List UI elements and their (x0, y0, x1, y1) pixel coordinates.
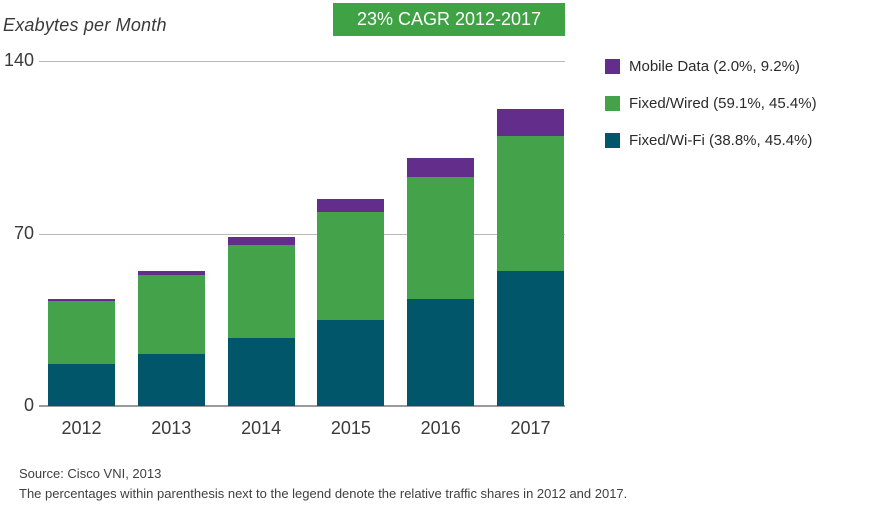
x-tick-label-2013: 2013 (151, 418, 192, 438)
legend-label: Fixed/Wi-Fi (38.8%, 45.4%) (629, 131, 813, 149)
bar-segment-2015-fixed-wi-fi (317, 320, 385, 406)
gridline-70 (39, 233, 565, 235)
y-tick-label-0: 0 (23, 395, 34, 415)
legend-item-0: Mobile Data (2.0%, 9.2%) (605, 57, 817, 75)
legend-item-2: Fixed/Wi-Fi (38.8%, 45.4%) (605, 131, 817, 149)
x-tick-label-2017: 2017 (510, 418, 551, 438)
legend-label: Mobile Data (2.0%, 9.2%) (629, 57, 800, 75)
bar-segment-2015-fixed-wired (317, 212, 385, 320)
x-tick-label-2015: 2015 (330, 418, 371, 438)
bar-segment-2014-mobile-data (227, 237, 295, 245)
bar-segment-2013-mobile-data (137, 271, 205, 275)
bar-segment-2016-mobile-data (407, 158, 475, 177)
bar-segment-2012-mobile-data (48, 299, 115, 301)
bar-segment-2016-fixed-wi-fi (407, 299, 475, 406)
bar-segment-2014-fixed-wired (227, 245, 295, 338)
x-axis-line (39, 405, 565, 407)
y-tick-label-70: 70 (13, 222, 34, 243)
bar-segment-2012-fixed-wired (48, 301, 115, 364)
legend-label: Fixed/Wired (59.1%, 45.4%) (629, 94, 817, 112)
bar-segment-2017-fixed-wi-fi (497, 271, 564, 406)
legend-swatch-icon (605, 132, 620, 148)
bar-segment-2014-fixed-wi-fi (227, 338, 295, 406)
gridline-140 (39, 61, 565, 62)
x-tick-label-2016: 2016 (420, 418, 461, 438)
legend-swatch-icon (605, 95, 620, 111)
legend-note: The percentages within parenthesis next … (19, 486, 628, 501)
bar-segment-2016-fixed-wired (407, 177, 475, 299)
source-note: Source: Cisco VNI, 2013 (19, 466, 162, 481)
cagr-banner: 23% CAGR 2012-2017 (333, 3, 565, 36)
x-tick-label-2012: 2012 (61, 418, 102, 438)
y-tick-label-140: 140 (3, 50, 34, 70)
chart-title: Exabytes per Month (3, 15, 167, 35)
legend-item-1: Fixed/Wired (59.1%, 45.4%) (605, 94, 817, 112)
bar-segment-2017-mobile-data (497, 109, 564, 136)
plot-area: 0 70 140 2012 2013 2014 2015 2016 2017 (3, 50, 565, 438)
bar-segment-2013-fixed-wired (137, 275, 205, 354)
x-tick-label-2014: 2014 (241, 418, 282, 438)
bar-segment-2015-mobile-data (317, 199, 385, 212)
legend: Mobile Data (2.0%, 9.2%) Fixed/Wired (59.… (605, 58, 817, 169)
bar-segment-2012-fixed-wi-fi (48, 364, 115, 406)
bar-segment-2013-fixed-wi-fi (137, 354, 205, 406)
legend-swatch-icon (605, 58, 620, 74)
bar-segment-2017-fixed-wired (497, 136, 564, 271)
footer: Source: Cisco VNI, 2013 The percentages … (19, 464, 627, 504)
